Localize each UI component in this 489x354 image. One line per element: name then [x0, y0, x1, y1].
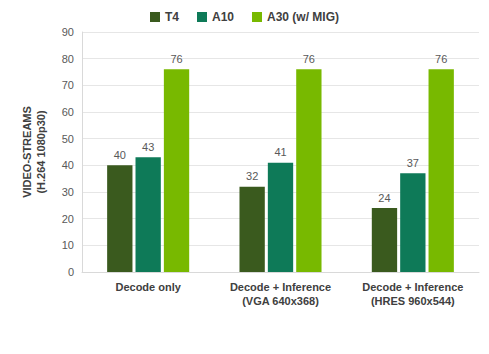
svg-text:A30 (w/ MIG): A30 (w/ MIG) [267, 10, 339, 24]
svg-text:Decode + Inference: Decode + Inference [230, 281, 331, 293]
svg-text:90: 90 [62, 26, 74, 38]
svg-text:24: 24 [378, 192, 390, 204]
svg-text:30: 30 [62, 186, 74, 198]
svg-text:VIDEO-STREAMS: VIDEO-STREAMS [21, 106, 33, 198]
svg-text:60: 60 [62, 106, 74, 118]
svg-text:Decode + Inference: Decode + Inference [362, 281, 463, 293]
svg-text:70: 70 [62, 79, 74, 91]
svg-text:43: 43 [142, 141, 154, 153]
svg-text:76: 76 [170, 53, 182, 65]
svg-text:20: 20 [62, 213, 74, 225]
svg-text:(HRES 960x544): (HRES 960x544) [371, 295, 455, 307]
svg-text:50: 50 [62, 133, 74, 145]
svg-text:T4: T4 [165, 10, 179, 24]
svg-text:32: 32 [246, 170, 258, 182]
svg-text:76: 76 [303, 53, 315, 65]
svg-text:40: 40 [62, 159, 74, 171]
svg-text:41: 41 [274, 146, 286, 158]
svg-text:10: 10 [62, 239, 74, 251]
svg-text:Decode only: Decode only [115, 281, 181, 293]
svg-text:40: 40 [114, 149, 126, 161]
svg-text:A10: A10 [212, 10, 234, 24]
svg-text:(H.264 1080p30): (H.264 1080p30) [35, 110, 47, 193]
svg-text:(VGA 640x368): (VGA 640x368) [242, 295, 319, 307]
svg-text:0: 0 [68, 266, 74, 278]
svg-text:37: 37 [407, 157, 419, 169]
svg-text:80: 80 [62, 53, 74, 65]
svg-text:76: 76 [435, 53, 447, 65]
